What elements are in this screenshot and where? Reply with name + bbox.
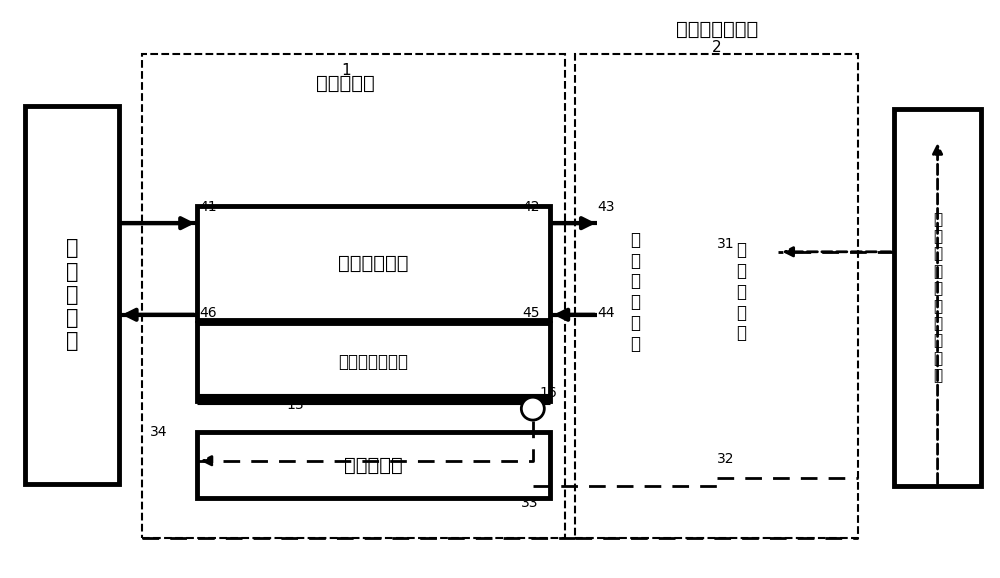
Bar bbox=[197, 206, 550, 320]
Text: 冷却液通路: 冷却液通路 bbox=[344, 455, 403, 475]
Text: 42: 42 bbox=[522, 200, 540, 214]
Text: 2: 2 bbox=[712, 40, 722, 55]
Text: 43: 43 bbox=[597, 200, 615, 214]
Bar bbox=[704, 97, 778, 487]
Text: 温控阀单元: 温控阀单元 bbox=[316, 75, 375, 93]
Text: 发
动
机
冷
却
液
系
统
单
元: 发 动 机 冷 却 液 系 统 单 元 bbox=[933, 212, 942, 383]
Bar bbox=[682, 97, 694, 487]
Text: 45: 45 bbox=[522, 306, 540, 320]
Text: 32: 32 bbox=[717, 452, 734, 466]
Text: 34: 34 bbox=[150, 425, 167, 439]
Text: 变
速
箱
单
元: 变 速 箱 单 元 bbox=[66, 238, 78, 351]
Text: 13: 13 bbox=[286, 398, 304, 412]
Text: 油冷器温控单元: 油冷器温控单元 bbox=[676, 20, 758, 39]
Text: 蜡式调温器芯体: 蜡式调温器芯体 bbox=[338, 353, 408, 371]
Text: 33: 33 bbox=[521, 497, 539, 510]
Text: 冷
却
液
通
路: 冷 却 液 通 路 bbox=[736, 241, 746, 342]
Bar bbox=[575, 54, 858, 538]
Text: 变速箱油通路: 变速箱油通路 bbox=[338, 254, 408, 273]
Text: 44: 44 bbox=[597, 306, 615, 320]
Text: 41: 41 bbox=[200, 200, 217, 214]
Bar bbox=[25, 106, 119, 484]
Text: 16: 16 bbox=[540, 386, 558, 401]
Text: 1: 1 bbox=[341, 63, 351, 78]
Text: 变
速
箱
油
通
路: 变 速 箱 油 通 路 bbox=[630, 231, 640, 353]
Bar bbox=[142, 54, 565, 538]
Bar bbox=[597, 97, 672, 487]
Bar bbox=[197, 432, 550, 498]
Text: 46: 46 bbox=[200, 306, 217, 320]
Bar bbox=[197, 323, 550, 401]
Bar bbox=[894, 109, 981, 487]
Ellipse shape bbox=[521, 397, 544, 420]
Text: 31: 31 bbox=[717, 238, 734, 251]
